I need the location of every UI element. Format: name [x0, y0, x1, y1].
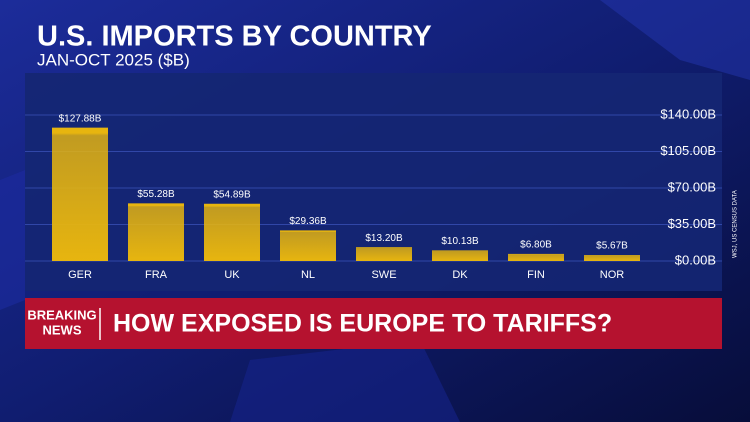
- banner-label: NEWS: [43, 322, 82, 337]
- bar: [584, 255, 640, 261]
- banner: [25, 298, 722, 349]
- value-label: $55.28B: [137, 189, 175, 200]
- decor-cube: [0, 170, 25, 310]
- x-tick-label: SWE: [371, 269, 396, 281]
- value-label: $10.13B: [441, 236, 479, 247]
- bar: [280, 230, 336, 261]
- x-tick-label: NOR: [600, 269, 625, 281]
- value-label: $13.20B: [365, 233, 403, 244]
- banner-label: BREAKING: [27, 307, 96, 322]
- y-tick-label: $0.00B: [675, 252, 716, 267]
- bar: [128, 203, 184, 261]
- headline: HOW EXPOSED IS EUROPE TO TARIFFS?: [113, 310, 612, 338]
- x-tick-label: NL: [301, 269, 315, 281]
- x-tick-label: UK: [224, 269, 240, 281]
- bar: [508, 253, 564, 261]
- value-label: $54.89B: [213, 189, 251, 200]
- y-tick-label: $35.00B: [668, 216, 716, 231]
- bar: [52, 127, 108, 261]
- bar: [204, 203, 260, 261]
- value-label: $5.67B: [596, 241, 628, 252]
- title: U.S. IMPORTS BY COUNTRY: [37, 21, 432, 53]
- value-label: $29.36B: [289, 216, 327, 227]
- source: WSJ, US CENSUS DATA: [733, 190, 739, 258]
- y-tick-label: $70.00B: [668, 179, 716, 194]
- y-tick-label: $140.00B: [660, 106, 716, 121]
- subtitle: JAN-OCT 2025 ($B): [37, 50, 190, 69]
- x-tick-label: GER: [68, 269, 92, 281]
- bar: [432, 250, 488, 261]
- x-tick-label: FIN: [527, 269, 545, 281]
- bar: [356, 247, 412, 261]
- x-tick-label: FRA: [145, 269, 168, 281]
- y-tick-label: $105.00B: [660, 143, 716, 158]
- value-label: $127.88B: [59, 113, 102, 124]
- decor-cube: [230, 340, 460, 422]
- x-tick-label: DK: [452, 269, 468, 281]
- decor-cube: [600, 0, 750, 80]
- value-label: $6.80B: [520, 240, 552, 251]
